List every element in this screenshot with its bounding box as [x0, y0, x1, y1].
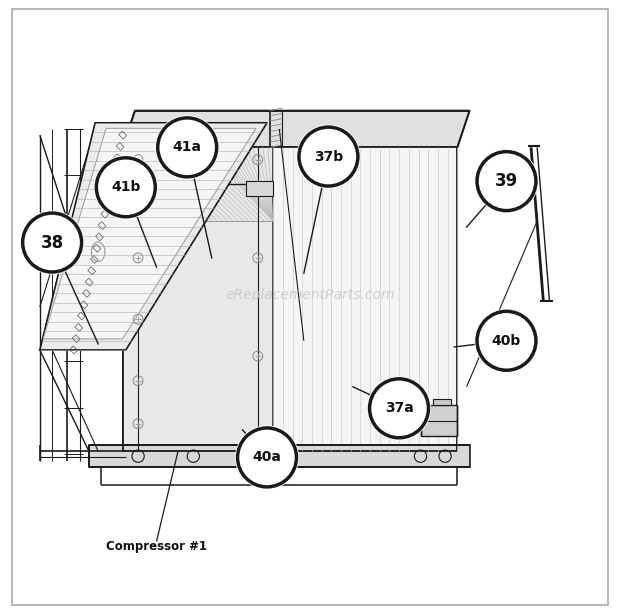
Bar [69, 346, 78, 354]
Circle shape [475, 150, 538, 212]
Bar [82, 290, 91, 297]
Bar [106, 188, 113, 195]
Bar [98, 222, 106, 230]
Bar [78, 312, 86, 320]
Bar [119, 131, 126, 139]
Bar [100, 211, 108, 218]
Bar [93, 244, 101, 252]
Polygon shape [89, 445, 469, 467]
Bar [88, 267, 95, 274]
Text: 38: 38 [40, 233, 64, 252]
Text: 37b: 37b [314, 150, 343, 163]
Polygon shape [123, 147, 458, 451]
Bar [111, 165, 119, 173]
Polygon shape [123, 111, 469, 147]
Bar [85, 278, 93, 286]
Text: 40a: 40a [252, 451, 281, 464]
Circle shape [368, 377, 430, 440]
Text: Compressor #1: Compressor #1 [106, 540, 207, 553]
Circle shape [94, 156, 157, 219]
Bar [75, 324, 82, 332]
Circle shape [236, 426, 298, 489]
Bar [108, 176, 117, 184]
Circle shape [156, 116, 218, 179]
Bar [80, 301, 88, 309]
Text: 39: 39 [495, 172, 518, 190]
Circle shape [21, 211, 84, 274]
Text: 37a: 37a [384, 402, 414, 415]
Bar [91, 255, 98, 263]
Text: 40b: 40b [492, 334, 521, 348]
Text: eReplacementParts.com: eReplacementParts.com [225, 288, 395, 301]
Bar [95, 233, 104, 241]
Bar [113, 154, 122, 161]
Bar [73, 335, 80, 343]
Bar [104, 199, 111, 207]
Bar [116, 142, 124, 150]
Polygon shape [433, 399, 451, 405]
Polygon shape [40, 123, 267, 350]
Polygon shape [420, 405, 458, 436]
Polygon shape [273, 147, 458, 451]
Polygon shape [43, 128, 256, 339]
Polygon shape [246, 181, 273, 196]
Circle shape [297, 125, 360, 188]
Circle shape [475, 309, 538, 372]
Polygon shape [123, 147, 273, 451]
Text: 41a: 41a [173, 141, 202, 154]
Text: 41b: 41b [111, 181, 141, 194]
